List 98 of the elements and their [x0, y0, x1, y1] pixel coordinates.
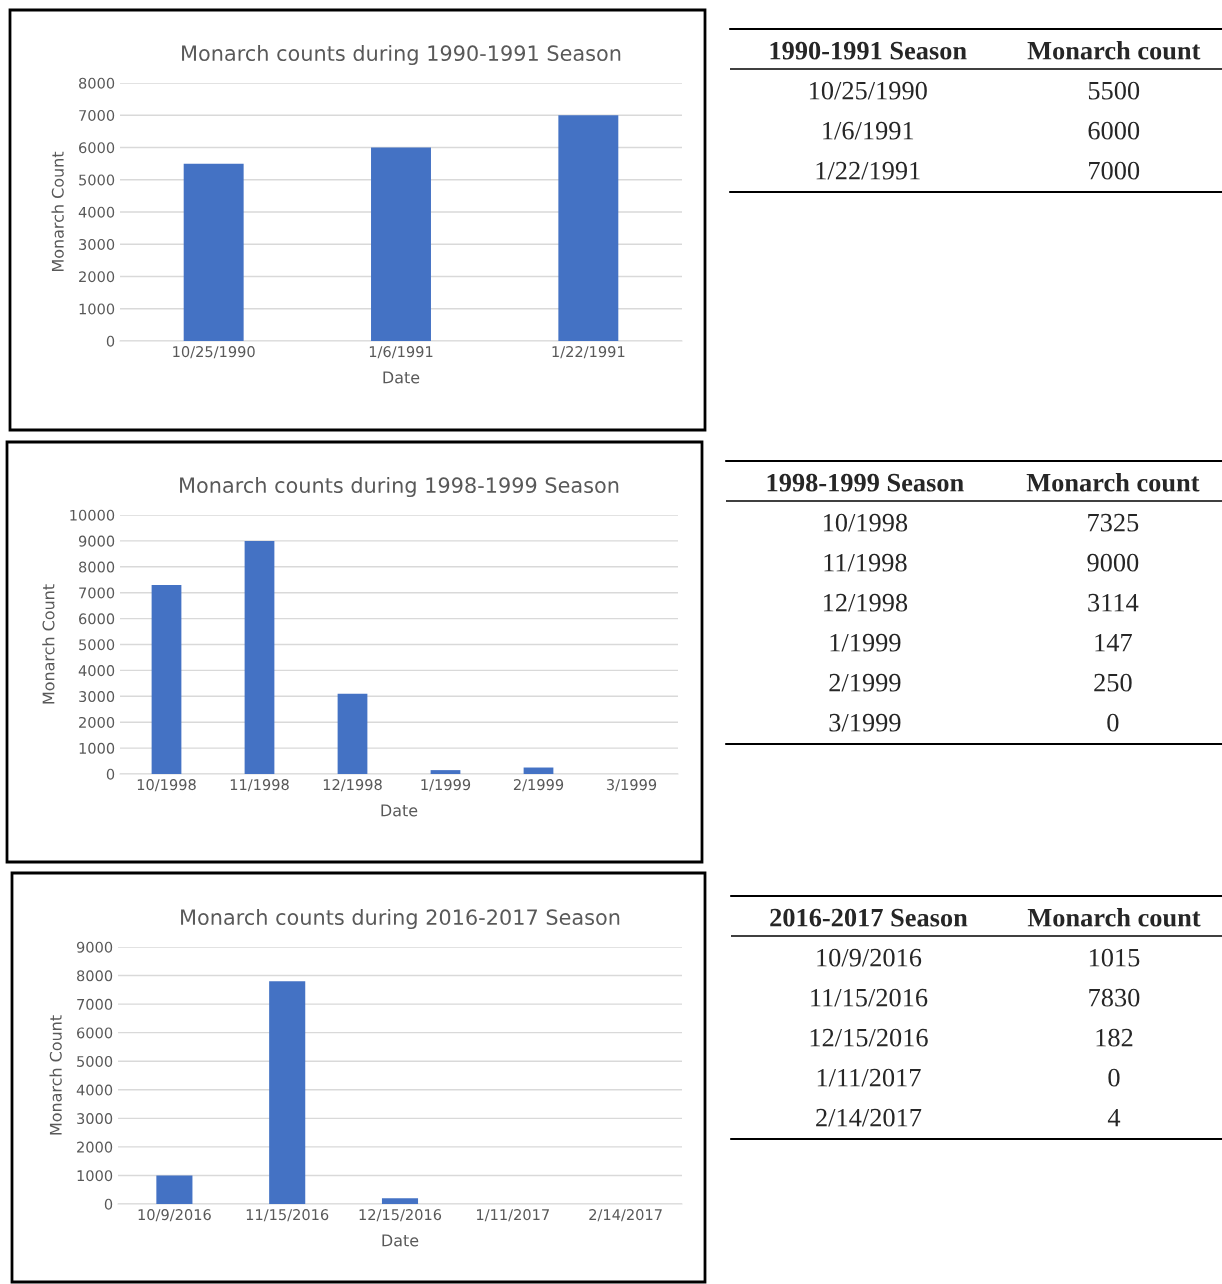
x-tick-label: 2/1999	[513, 779, 564, 792]
text: 2/14/2017	[816, 1108, 922, 1127]
bar	[337, 693, 368, 774]
text: 1/22/1991	[816, 161, 920, 180]
y-tick-label: 10000	[70, 509, 115, 521]
x-axis-title: Date	[381, 804, 418, 817]
y-axis-title: Monarch Count	[51, 151, 64, 271]
x-tick-label: 10/9/2016	[138, 1209, 211, 1222]
text: 0	[1108, 1068, 1120, 1087]
text: 7325	[1088, 513, 1139, 532]
y-tick-label: 4000	[78, 665, 115, 677]
text: 3/1999	[829, 713, 901, 732]
y-tick-label: 5000	[77, 1055, 113, 1067]
text: 10/1998	[823, 513, 908, 532]
x-tick-label: 3/1999	[606, 779, 657, 792]
x-tick-label: 2/14/2017	[589, 1209, 662, 1222]
text: 1998-1999 Season	[767, 473, 964, 492]
bar	[156, 1175, 193, 1204]
text: 1/1999	[830, 633, 901, 652]
x-tick-label: 12/15/2016	[359, 1209, 442, 1222]
text: 1/6/1991	[823, 121, 914, 140]
x-tick-label: 11/15/2016	[246, 1209, 329, 1222]
y-axis-title: Monarch Count	[49, 1015, 62, 1135]
y-tick-label: 0	[106, 335, 115, 347]
x-axis-title: Date	[382, 1234, 419, 1247]
y-tick-label: 8000	[79, 561, 115, 573]
y-tick-label: 3000	[79, 691, 115, 703]
text: Monarch count	[1027, 908, 1201, 927]
text: 5500	[1088, 81, 1140, 100]
text: 0	[1107, 713, 1119, 732]
text: 2/1999	[829, 673, 901, 692]
y-tick-label: 6000	[79, 613, 115, 625]
y-tick-label: 2000	[77, 1141, 113, 1153]
y-tick-label: 2000	[79, 271, 115, 283]
text: 250	[1094, 673, 1132, 692]
bar	[183, 163, 244, 341]
text: Monarch count	[1027, 41, 1201, 60]
bar	[244, 540, 275, 774]
text: 11/15/2016	[811, 988, 928, 1007]
text: 3114	[1088, 593, 1139, 612]
text: 2016-2017 Season	[770, 908, 968, 927]
y-tick-label: 1000	[79, 303, 115, 315]
text: 7830	[1089, 988, 1140, 1007]
x-tick-label: 1/6/1991	[369, 346, 433, 359]
text: 4	[1107, 1108, 1121, 1127]
y-tick-label: 3000	[77, 1113, 113, 1125]
text: 7000	[1089, 161, 1140, 180]
text: 182	[1096, 1028, 1133, 1047]
x-tick-label: 1/22/1991	[552, 346, 625, 359]
chart-title: Monarch counts during 1998-1999 Season	[180, 476, 619, 498]
text: 147	[1095, 633, 1132, 652]
y-tick-label: 0	[106, 768, 115, 780]
y-axis-title: Monarch Count	[42, 584, 55, 704]
text: 9000	[1087, 553, 1139, 572]
y-tick-label: 0	[104, 1198, 113, 1210]
x-tick-label: 10/25/1990	[173, 346, 255, 359]
y-tick-label: 8000	[77, 970, 113, 982]
y-tick-label: 7000	[77, 998, 113, 1010]
y-tick-label: 9000	[78, 535, 115, 547]
y-tick-label: 1000	[79, 742, 115, 754]
bar	[381, 1198, 419, 1204]
text: 6000	[1088, 121, 1140, 140]
text: 1/11/2017	[817, 1068, 921, 1087]
text: Monarch count	[1026, 473, 1200, 492]
bar	[269, 981, 306, 1204]
y-tick-label: 9000	[76, 941, 113, 953]
x-tick-label: 12/1998	[323, 779, 382, 792]
y-tick-label: 5000	[79, 639, 115, 651]
text: 10/9/2016	[817, 948, 922, 967]
bar	[523, 767, 554, 774]
y-tick-label: 2000	[79, 716, 115, 728]
chart-title: Monarch counts during 2016-2017 Season	[181, 908, 620, 930]
y-tick-label: 7000	[79, 109, 115, 121]
y-tick-label: 6000	[77, 1027, 113, 1039]
bar	[151, 584, 182, 774]
bar	[371, 147, 431, 341]
text: 1990-1991 Season	[770, 41, 967, 60]
text: 10/25/1990	[809, 81, 927, 100]
x-tick-label: 11/1998	[230, 779, 289, 792]
y-tick-label: 4000	[78, 206, 115, 218]
y-tick-label: 4000	[76, 1084, 113, 1096]
y-tick-label: 3000	[79, 238, 115, 250]
text: 12/1998	[823, 593, 908, 612]
text: 1015	[1089, 948, 1140, 967]
bar	[430, 770, 461, 774]
text: 12/15/2016	[810, 1028, 928, 1047]
text: 11/1998	[824, 553, 907, 572]
y-tick-label: 8000	[79, 77, 115, 89]
chart-title: Monarch counts during 1990-1991 Season	[182, 44, 621, 66]
x-tick-label: 10/1998	[137, 779, 196, 792]
y-tick-label: 1000	[77, 1170, 113, 1182]
x-tick-label: 1/1999	[421, 779, 471, 792]
y-tick-label: 7000	[79, 587, 115, 599]
bar	[558, 115, 619, 341]
x-tick-label: 1/11/2017	[477, 1209, 549, 1222]
y-tick-label: 5000	[79, 174, 115, 186]
x-axis-title: Date	[383, 371, 420, 384]
y-tick-label: 6000	[79, 142, 115, 154]
